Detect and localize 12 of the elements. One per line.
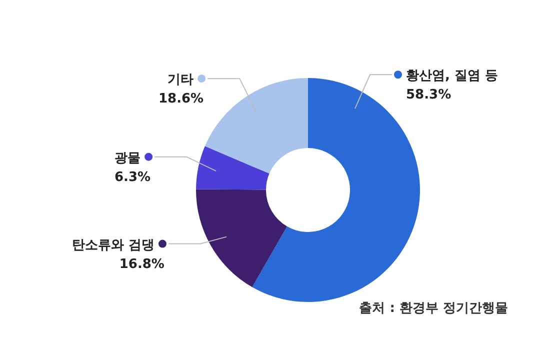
data-label: 6.3% bbox=[114, 170, 151, 185]
legend-label: 광물 bbox=[114, 150, 141, 166]
data-label: 16.8% bbox=[119, 256, 164, 272]
data-label: 18.6% bbox=[158, 92, 204, 107]
source-note: 출처 : 환경부 정기간행물 bbox=[359, 300, 508, 317]
data-label: 58.3% bbox=[406, 88, 452, 103]
donut-slice bbox=[196, 189, 288, 288]
legend-label: 탄소류와 검댕 bbox=[72, 238, 154, 253]
donut-slice bbox=[196, 146, 270, 190]
slice-label: 황산염, 질염 등 bbox=[406, 68, 498, 84]
legend-label: 기타 bbox=[168, 72, 194, 88]
donut-slice bbox=[204, 78, 308, 174]
